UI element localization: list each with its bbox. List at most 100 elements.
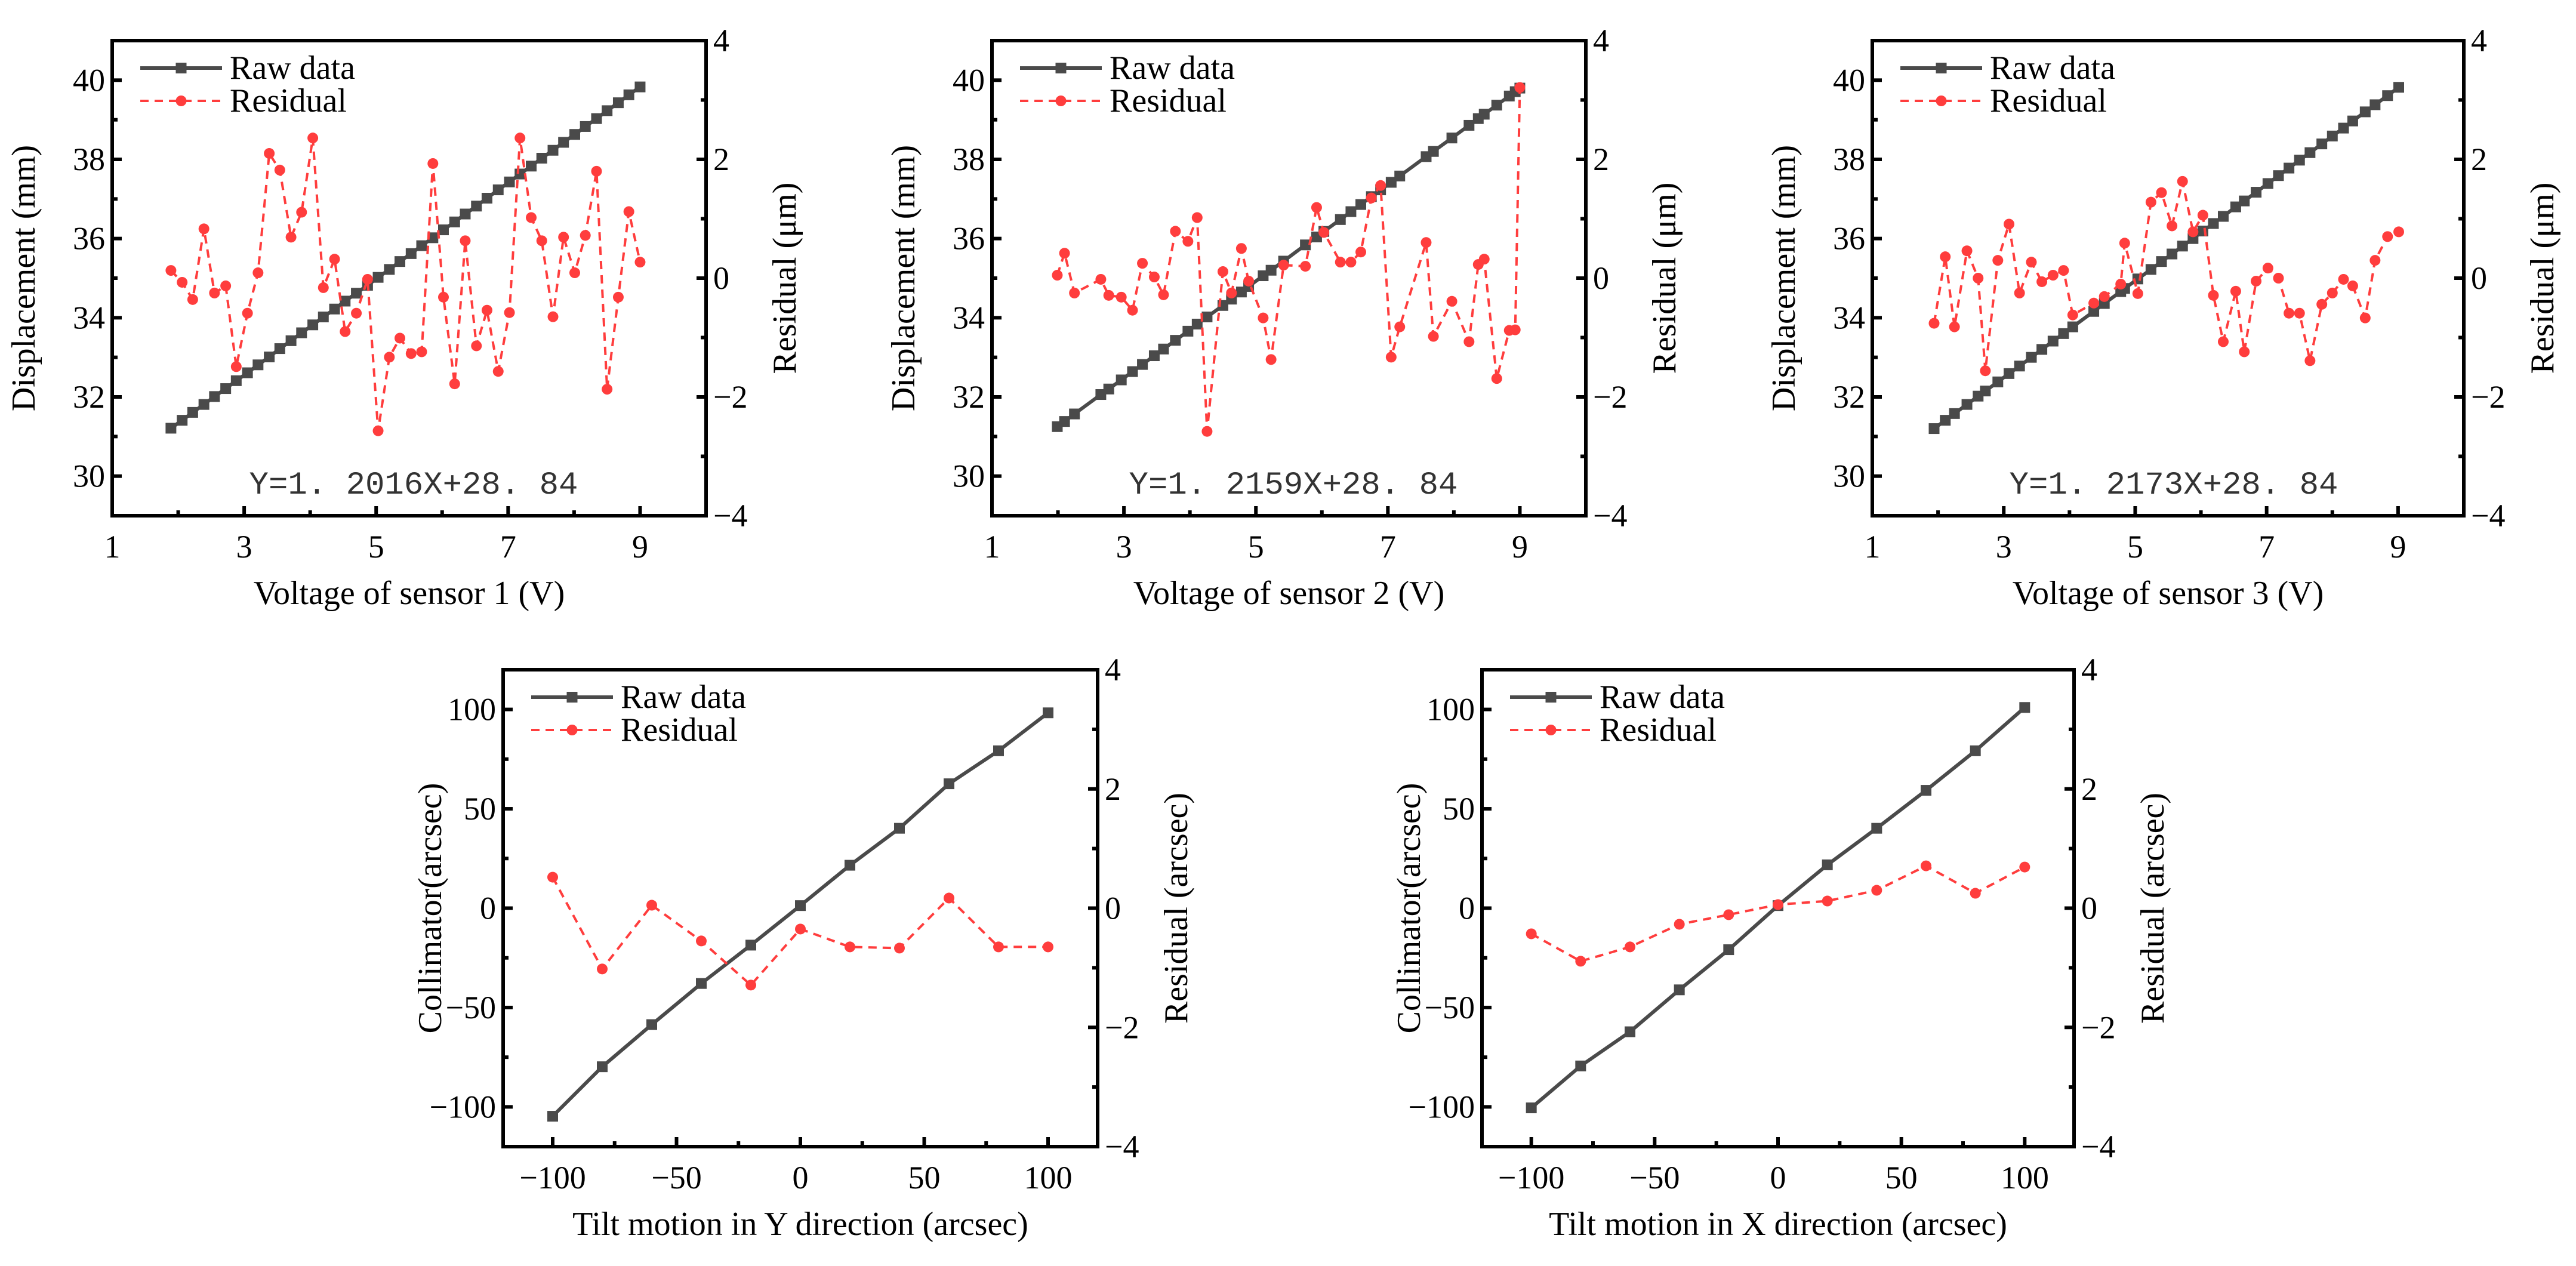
- raw-data-point: [2273, 170, 2284, 181]
- raw-data-point: [1103, 383, 1114, 395]
- legend-label: Raw data: [1110, 50, 1235, 87]
- residual-point: [646, 900, 657, 911]
- x-axis-title: Tilt motion in Y direction (arcsec): [572, 1206, 1028, 1243]
- x-tick-label: 0: [793, 1160, 809, 1196]
- raw-data-point: [384, 264, 395, 275]
- residual-line: [170, 137, 642, 432]
- x-axis-title: Voltage of sensor 2 (V): [1133, 575, 1445, 612]
- y2-tick-label: 2: [2471, 141, 2487, 177]
- raw-data-point: [1949, 408, 1960, 419]
- residual-point: [460, 235, 471, 247]
- residual-point: [894, 942, 905, 954]
- raw-data-point: [623, 89, 634, 100]
- residual-point: [1940, 251, 1951, 263]
- legend-label: Residual: [230, 82, 347, 119]
- x-tick-label: 9: [2390, 529, 2406, 565]
- residual-point: [1170, 226, 1181, 237]
- residual-point: [187, 294, 198, 305]
- raw-data-point: [177, 415, 188, 426]
- raw-data-point: [1871, 823, 1882, 834]
- residual-line: [1530, 864, 2026, 963]
- chart-panel-4: −100 −50 0 50 100 −100 −50 0 50 100 −4 −2 0 2 4 Tilt mo…: [412, 652, 1195, 1243]
- residual-point: [2067, 309, 2078, 321]
- y-tick-label: 50: [464, 791, 496, 827]
- legend-residual-marker: [1936, 96, 1947, 106]
- raw-data-point: [514, 168, 526, 180]
- residual-point: [230, 361, 242, 372]
- raw-data-point: [395, 256, 406, 267]
- y2-tick-label: −2: [713, 379, 747, 415]
- raw-data-point: [471, 201, 482, 212]
- y-tick-label: 40: [73, 62, 105, 98]
- raw-data-point: [1526, 1102, 1537, 1114]
- raw-data-point: [1992, 376, 2004, 387]
- raw-data-series: [547, 707, 1053, 1122]
- residual-point: [795, 923, 806, 935]
- raw-data-point: [612, 97, 624, 109]
- raw-data-point: [165, 423, 177, 434]
- raw-data-point: [2156, 256, 2167, 267]
- residual-point: [449, 378, 460, 390]
- y-tick-label: 30: [1833, 458, 1865, 494]
- x-tick-label: 9: [1512, 529, 1528, 565]
- plot-frame: [110, 39, 708, 518]
- chart-panel-5: −100 −50 0 50 100 −100 −50 0 50 100 −4 −2 0 2 4 Tilt mo…: [1391, 652, 2171, 1243]
- chart-panel-1: 1 3 5 7 9 30 32 34 36 38 40 −4 −2 0 2 4 Voltage of senso…: [5, 23, 803, 612]
- raw-data-point: [2026, 352, 2037, 363]
- fit-equation: Y=1. 2159X+28. 84: [1129, 467, 1458, 504]
- raw-data-point: [1265, 264, 1277, 276]
- residual-point: [1375, 180, 1386, 191]
- y2-tick-label: 0: [1105, 891, 1121, 926]
- residual-point: [1921, 860, 1931, 871]
- residual-point: [220, 280, 232, 291]
- legend-label: Residual: [1110, 82, 1227, 119]
- raw-data-point: [1201, 312, 1213, 323]
- y2-tick-label: 2: [713, 141, 729, 177]
- y2-tick-label: 2: [2081, 771, 2097, 807]
- residual-point: [384, 352, 395, 363]
- residual-point: [1355, 247, 1367, 258]
- legend-label: Raw data: [1990, 50, 2115, 87]
- y-tick-label: 32: [73, 379, 105, 415]
- residual-point: [1226, 287, 1237, 298]
- residual-point: [597, 963, 608, 975]
- y2-tick-label: 0: [2471, 260, 2487, 296]
- raw-data-point: [2145, 264, 2156, 275]
- residual-point: [591, 165, 602, 177]
- residual-point: [2208, 289, 2219, 301]
- y-tick-label: 36: [1833, 221, 1865, 257]
- residual-point: [2327, 287, 2338, 298]
- residual-point: [242, 307, 253, 319]
- y-tick-label: 36: [953, 221, 985, 257]
- residual-point: [274, 164, 285, 175]
- raw-data-point: [437, 224, 449, 236]
- raw-data-point: [2167, 248, 2178, 260]
- residual-point: [2004, 218, 2015, 230]
- residual-point: [1625, 941, 1635, 953]
- y2-axis-title: Residual (μm): [766, 183, 803, 374]
- raw-data-point: [2239, 195, 2250, 207]
- raw-data-point: [1069, 408, 1080, 420]
- residual-point: [165, 265, 177, 276]
- residual-point: [1822, 895, 1833, 907]
- residual-series: [547, 871, 1053, 991]
- raw-data-point: [2036, 344, 2048, 355]
- x-tick-label: 1: [1865, 529, 1881, 565]
- raw-data-point: [2217, 211, 2229, 222]
- residual-point: [1095, 273, 1107, 285]
- raw-data-point: [2208, 218, 2219, 229]
- y2-tick-label: 4: [1105, 652, 1121, 688]
- y2-tick-label: 0: [1593, 260, 1609, 296]
- residual-point: [198, 223, 209, 235]
- raw-data-point: [1961, 399, 1973, 410]
- residual-point: [2359, 312, 2371, 324]
- raw-data-point: [845, 860, 855, 871]
- residual-point: [2273, 273, 2284, 284]
- residual-point: [1116, 291, 1127, 303]
- residual-point: [1421, 237, 1432, 248]
- residual-point: [2019, 861, 2030, 873]
- residual-series: [1052, 82, 1526, 437]
- residual-point: [993, 941, 1004, 953]
